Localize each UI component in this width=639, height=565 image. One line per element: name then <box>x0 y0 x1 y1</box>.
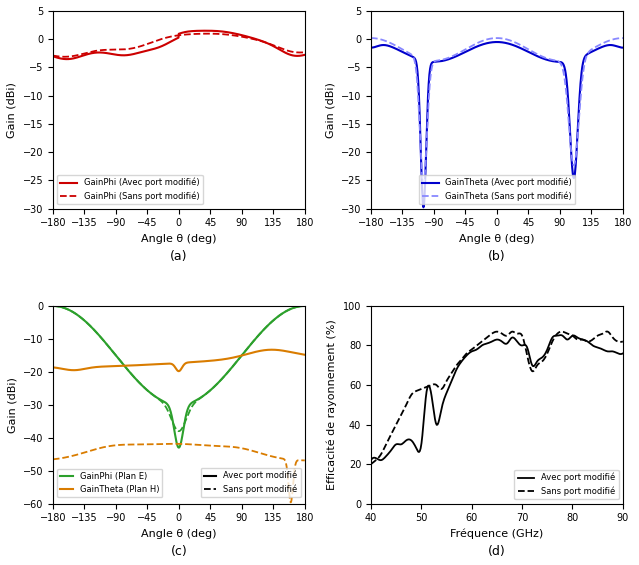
X-axis label: Fréquence (GHz): Fréquence (GHz) <box>450 529 544 540</box>
Legend: Avec port modifié, Sans port modifié: Avec port modifié, Sans port modifié <box>514 470 619 499</box>
Y-axis label: Gain (dBi): Gain (dBi) <box>325 82 335 138</box>
Text: (d): (d) <box>488 545 506 558</box>
X-axis label: Angle θ (deg): Angle θ (deg) <box>141 234 217 244</box>
Y-axis label: Gain (dBi): Gain (dBi) <box>7 377 17 433</box>
Y-axis label: Gain (dBi): Gain (dBi) <box>7 82 17 138</box>
X-axis label: Angle θ (deg): Angle θ (deg) <box>141 529 217 539</box>
Legend: GainTheta (Avec port modifié), GainTheta (Sans port modifié): GainTheta (Avec port modifié), GainTheta… <box>419 175 575 205</box>
Legend: Avec port modifié, Sans port modifié: Avec port modifié, Sans port modifié <box>201 468 300 498</box>
Text: (a): (a) <box>170 250 188 263</box>
Text: (b): (b) <box>488 250 505 263</box>
X-axis label: Angle θ (deg): Angle θ (deg) <box>459 234 535 244</box>
Y-axis label: Efficacité de rayonnement (%): Efficacité de rayonnement (%) <box>327 319 337 490</box>
Text: (c): (c) <box>171 545 187 558</box>
Legend: GainPhi (Avec port modifié), GainPhi (Sans port modifié): GainPhi (Avec port modifié), GainPhi (Sa… <box>57 175 203 205</box>
